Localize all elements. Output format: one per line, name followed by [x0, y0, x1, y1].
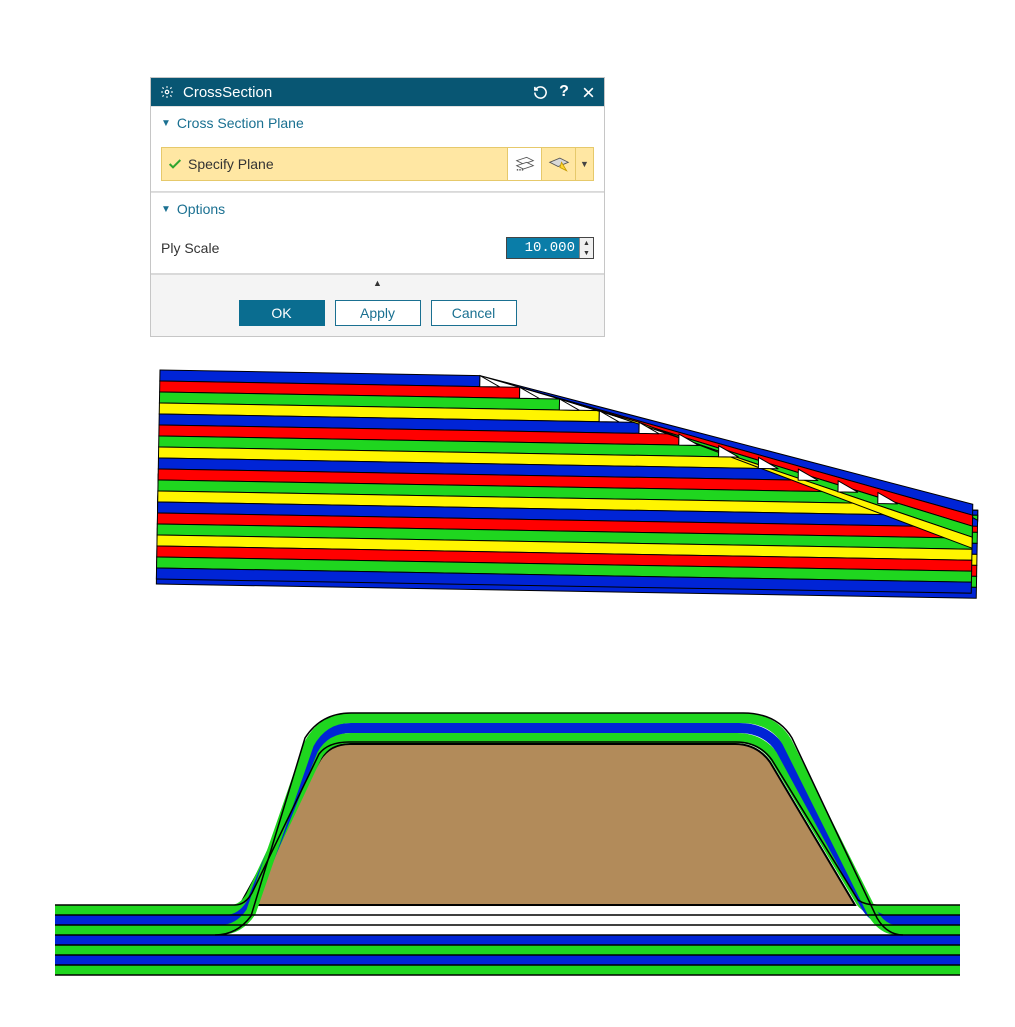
- spin-down-icon[interactable]: ▼: [580, 248, 593, 258]
- plane-method-dropdown[interactable]: ▼: [575, 148, 593, 180]
- spin-up-icon[interactable]: ▲: [580, 238, 593, 248]
- caret-down-icon: ▼: [161, 204, 171, 215]
- dialog-body: ▼ Cross Section Plane Specify Plane ▼ ▼ …: [151, 106, 604, 274]
- specify-plane-row: Specify Plane ▼: [161, 147, 594, 181]
- ply-scale-input-group: ▲ ▼: [506, 237, 594, 259]
- reset-icon[interactable]: [528, 80, 552, 104]
- caret-down-icon: ▼: [161, 118, 171, 129]
- section-body-options: Ply Scale ▲ ▼: [151, 225, 604, 274]
- check-icon: [162, 156, 188, 172]
- ply-scale-input[interactable]: [507, 238, 579, 258]
- ply-scale-label: Ply Scale: [161, 240, 506, 256]
- dialog-titlebar[interactable]: CrossSection ?: [151, 78, 604, 106]
- dialog-title: CrossSection: [183, 84, 528, 101]
- section-header-options[interactable]: ▼ Options: [151, 192, 604, 225]
- ok-button[interactable]: OK: [239, 300, 325, 326]
- specify-plane-label: Specify Plane: [188, 156, 507, 172]
- inferred-plane-icon[interactable]: [541, 148, 575, 180]
- section-header-plane[interactable]: ▼ Cross Section Plane: [151, 106, 604, 139]
- ply-scale-spinner: ▲ ▼: [579, 238, 593, 258]
- dialog-button-row: OK Apply Cancel: [151, 290, 604, 336]
- help-icon[interactable]: ?: [552, 80, 576, 104]
- plane-dialog-icon[interactable]: [507, 148, 541, 180]
- apply-button[interactable]: Apply: [335, 300, 421, 326]
- collapse-toggle[interactable]: ▲: [151, 274, 604, 290]
- cancel-button[interactable]: Cancel: [431, 300, 517, 326]
- cross-section-dialog: CrossSection ? ▼ Cross Section Plane Spe…: [150, 77, 605, 337]
- gear-icon: [159, 84, 175, 100]
- section-body-plane: Specify Plane ▼: [151, 139, 604, 192]
- section-title-options: Options: [177, 201, 225, 217]
- close-icon[interactable]: [576, 80, 600, 104]
- ply-scale-row: Ply Scale ▲ ▼: [161, 233, 594, 263]
- section-title-plane: Cross Section Plane: [177, 115, 304, 131]
